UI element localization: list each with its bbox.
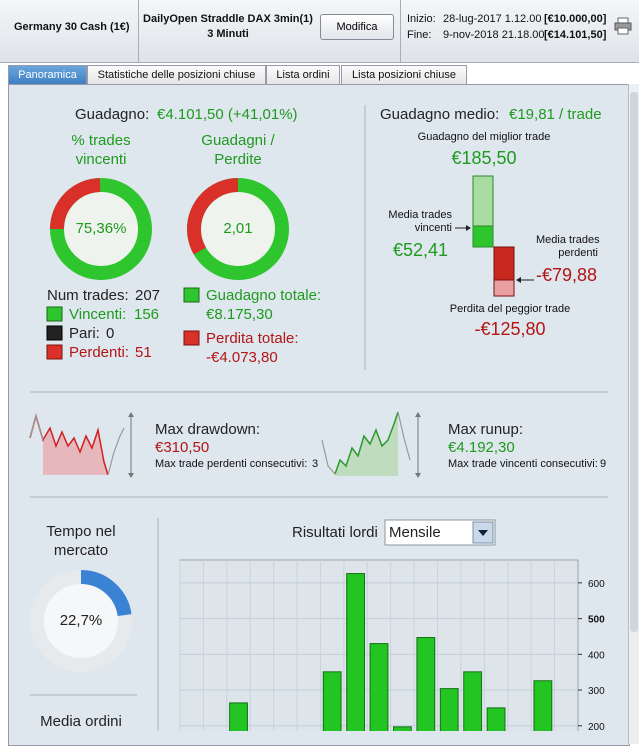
total-loss: -€4.073,80 [206, 349, 278, 366]
tab[interactable]: Lista posizioni chiuse [341, 65, 467, 84]
y-tick-label: 300 [588, 686, 605, 697]
bar [346, 573, 365, 731]
divider [400, 0, 401, 62]
tab[interactable]: Lista ordini [266, 65, 340, 84]
strategy: DailyOpen Straddle DAX 3min(1) [143, 13, 313, 25]
bar [229, 702, 248, 731]
average-value: €19,81 / trade [509, 106, 602, 123]
y-tick-label: 600 [588, 579, 605, 590]
timeframe: 3 Minuti [207, 28, 249, 40]
num-trades: 207 [135, 287, 161, 304]
edit-button[interactable]: Modifica [320, 14, 394, 40]
gain-label: Guadagno: [75, 106, 150, 123]
chart-title: Risultati lordi [292, 524, 378, 541]
avg-win: €52,41 [393, 240, 449, 260]
best-label: Guadagno del miglior trade [417, 131, 551, 143]
market-time-title: mercato [53, 542, 109, 559]
bar-chart: 200 300 400 500 600 [179, 559, 605, 731]
bar [369, 643, 389, 731]
market-time-title: Tempo nel [46, 523, 116, 540]
win-rate-title: % trades [71, 132, 131, 149]
market-time-value: 22,7% [59, 612, 103, 629]
bar [393, 726, 412, 731]
runup-label: Max runup: [448, 421, 524, 438]
total-gain: €8.175,30 [206, 306, 273, 323]
bar [463, 671, 483, 731]
average-label: Guadagno medio: [380, 106, 500, 123]
worst-label: Perdita del peggior trade [449, 303, 571, 315]
even-count: 0 [106, 325, 115, 342]
scrollbar[interactable] [628, 84, 639, 744]
avg-loss-label: perdenti [558, 247, 598, 259]
loss-count: 51 [135, 344, 152, 361]
drawdown-consec-label: Max trade perdenti consecutivi: [155, 458, 308, 470]
divider [138, 0, 139, 62]
graphics [29, 105, 608, 731]
end-date: 9-nov-2018 21.18.00 [443, 29, 545, 41]
runup-consec: 9 [600, 458, 607, 470]
avg-loss: -€79,88 [536, 265, 598, 285]
drawdown-consec: 3 [312, 458, 319, 470]
avg-win-label: vincenti [414, 222, 452, 234]
worst-value: -€125,80 [474, 319, 546, 339]
tab[interactable]: Statistiche delle posizioni chiuse [87, 65, 266, 84]
profit-factor-value: 2,01 [223, 220, 253, 237]
win-count: 156 [134, 306, 160, 323]
avg-loss-label: Media trades [536, 234, 600, 246]
drawdown-value: €310,50 [155, 439, 210, 456]
loss-label: Perdenti: [69, 344, 130, 361]
bar [322, 671, 342, 731]
win-rate-title: vincenti [75, 151, 127, 168]
tab[interactable]: Panoramica [8, 65, 87, 84]
bar [486, 707, 506, 731]
gain-value: €4.101,50 (+41,01%) [157, 106, 298, 123]
avg-win-label: Media trades [388, 209, 452, 221]
instrument: Germany 30 Cash (1€) [14, 21, 130, 33]
total-gain-label: Guadagno totale: [206, 287, 322, 304]
y-tick-label: 200 [588, 722, 605, 731]
start-capital: [€10.000,00] [544, 13, 607, 25]
num-trades-label: Num trades: [47, 287, 129, 304]
orders-title: Media ordini [40, 713, 122, 730]
start-label: Inizio: [407, 13, 436, 25]
win-label: Vincenti: [69, 306, 127, 323]
start-date: 28-lug-2017 1.12.00 [443, 13, 542, 25]
even-label: Pari: [69, 325, 100, 342]
bar [533, 680, 553, 731]
runup-value: €4.192,30 [448, 439, 515, 456]
win-rate-value: 75,36% [75, 220, 127, 237]
best-value: €185,50 [451, 148, 517, 168]
profit-factor-title: Perdite [214, 151, 262, 168]
y-tick-label: 500 [588, 615, 605, 626]
print-icon[interactable] [614, 17, 632, 35]
end-label: Fine: [407, 29, 432, 41]
bar [416, 637, 436, 731]
end-capital: [€14.101,50] [544, 29, 607, 41]
header: Germany 30 Cash (1€) DailyOpen Straddle … [0, 0, 639, 63]
period-select[interactable]: Mensile [389, 524, 441, 541]
drawdown-label: Max drawdown: [155, 421, 261, 438]
runup-consec-label: Max trade vincenti consecutivi: [448, 458, 598, 470]
y-tick-label: 400 [588, 650, 605, 661]
profit-factor-title: Guadagni / [201, 132, 275, 149]
bar [439, 688, 459, 731]
total-loss-label: Perdita totale: [206, 330, 299, 347]
